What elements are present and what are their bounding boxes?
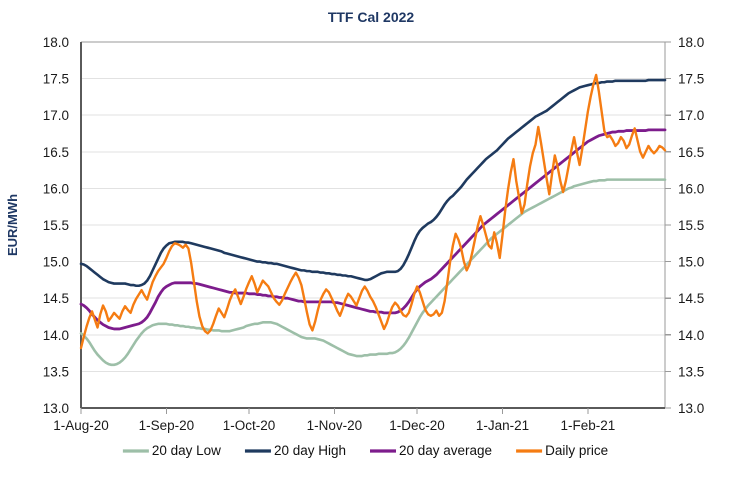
y-axis-tick-label: 13.5 <box>678 364 704 379</box>
y-axis-tick-label: 14.5 <box>43 291 69 306</box>
x-axis-tick-label: 1-Oct-20 <box>223 418 276 433</box>
y-axis-labels-right: 13.0 13.5 14.0 14.5 15.0 15.5 16.0 16.5 17.0 17.5… <box>678 35 704 416</box>
series-line-20-day-average <box>79 128 667 331</box>
series-line-20-day-low <box>79 178 667 367</box>
y-axis-tick-label: 15.5 <box>678 218 704 233</box>
legend-item-daily-price[interactable]: Daily price <box>516 443 608 458</box>
x-axis-tick-label: 1-Feb-21 <box>560 418 615 433</box>
y-axis-tick-label: 16.5 <box>43 145 69 160</box>
y-axis-tick-label: 13.5 <box>43 364 69 379</box>
legend-label: 20 day Low <box>152 443 221 458</box>
y-axis-tick-label: 18.0 <box>678 35 704 50</box>
y-axis-tick-label: 16.5 <box>678 145 704 160</box>
legend-label: Daily price <box>545 443 608 458</box>
legend-item-20-day-high[interactable]: 20 day High <box>244 443 346 458</box>
legend-label: 20 day average <box>399 443 492 458</box>
x-axis-tick-label: 1-Aug-20 <box>53 418 109 433</box>
legend-item-20-day-average[interactable]: 20 day average <box>370 443 492 458</box>
x-axis-tick-label: 1-Jan-21 <box>476 418 529 433</box>
data-series-group <box>79 73 667 367</box>
y-axis-labels-left: 13.0 13.5 14.0 14.5 15.0 15.5 16.0 16.5 17.0 17.5… <box>43 35 69 416</box>
y-axis-tick-marks <box>665 41 671 409</box>
x-axis-tick-label: 1-Sep-20 <box>139 418 195 433</box>
series-line-20-day-high <box>79 78 667 288</box>
x-axis-labels: 1-Aug-20 1-Sep-20 1-Oct-20 1-Nov-20 1-Dec-20… <box>53 418 615 433</box>
y-axis-tick-label: 14.5 <box>678 291 704 306</box>
x-axis-tick-label: 1-Nov-20 <box>307 418 363 433</box>
y-axis-tick-label: 15.0 <box>678 255 704 270</box>
y-axis-tick-label: 13.0 <box>43 401 69 416</box>
y-axis-tick-label: 17.5 <box>678 72 704 87</box>
y-axis-tick-label: 13.0 <box>678 401 704 416</box>
y-axis-tick-label: 15.5 <box>43 218 69 233</box>
chart-title: TTF Cal 2022 <box>328 9 415 25</box>
y-axis-tick-label: 17.5 <box>43 72 69 87</box>
x-axis-tick-label: 1-Dec-20 <box>389 418 445 433</box>
legend-label: 20 day High <box>274 443 346 458</box>
y-axis-tick-label: 14.0 <box>678 328 704 343</box>
y-axis-title: EUR/MWh <box>5 194 20 256</box>
y-axis-tick-label: 16.0 <box>43 181 69 196</box>
y-axis-tick-label: 16.0 <box>678 181 704 196</box>
legend-item-20-day-low[interactable]: 20 day Low <box>122 443 221 458</box>
y-axis-tick-label: 18.0 <box>43 35 69 50</box>
series-line-daily-price <box>79 73 667 350</box>
y-axis-tick-label: 17.0 <box>678 108 704 123</box>
y-axis-tick-label: 15.0 <box>43 255 69 270</box>
chart-legend: 20 day Low 20 day High 20 day average Daily… <box>122 443 608 458</box>
y-axis-tick-label: 14.0 <box>43 328 69 343</box>
y-axis-tick-label: 17.0 <box>43 108 69 123</box>
x-axis-tick-marks <box>80 408 589 414</box>
